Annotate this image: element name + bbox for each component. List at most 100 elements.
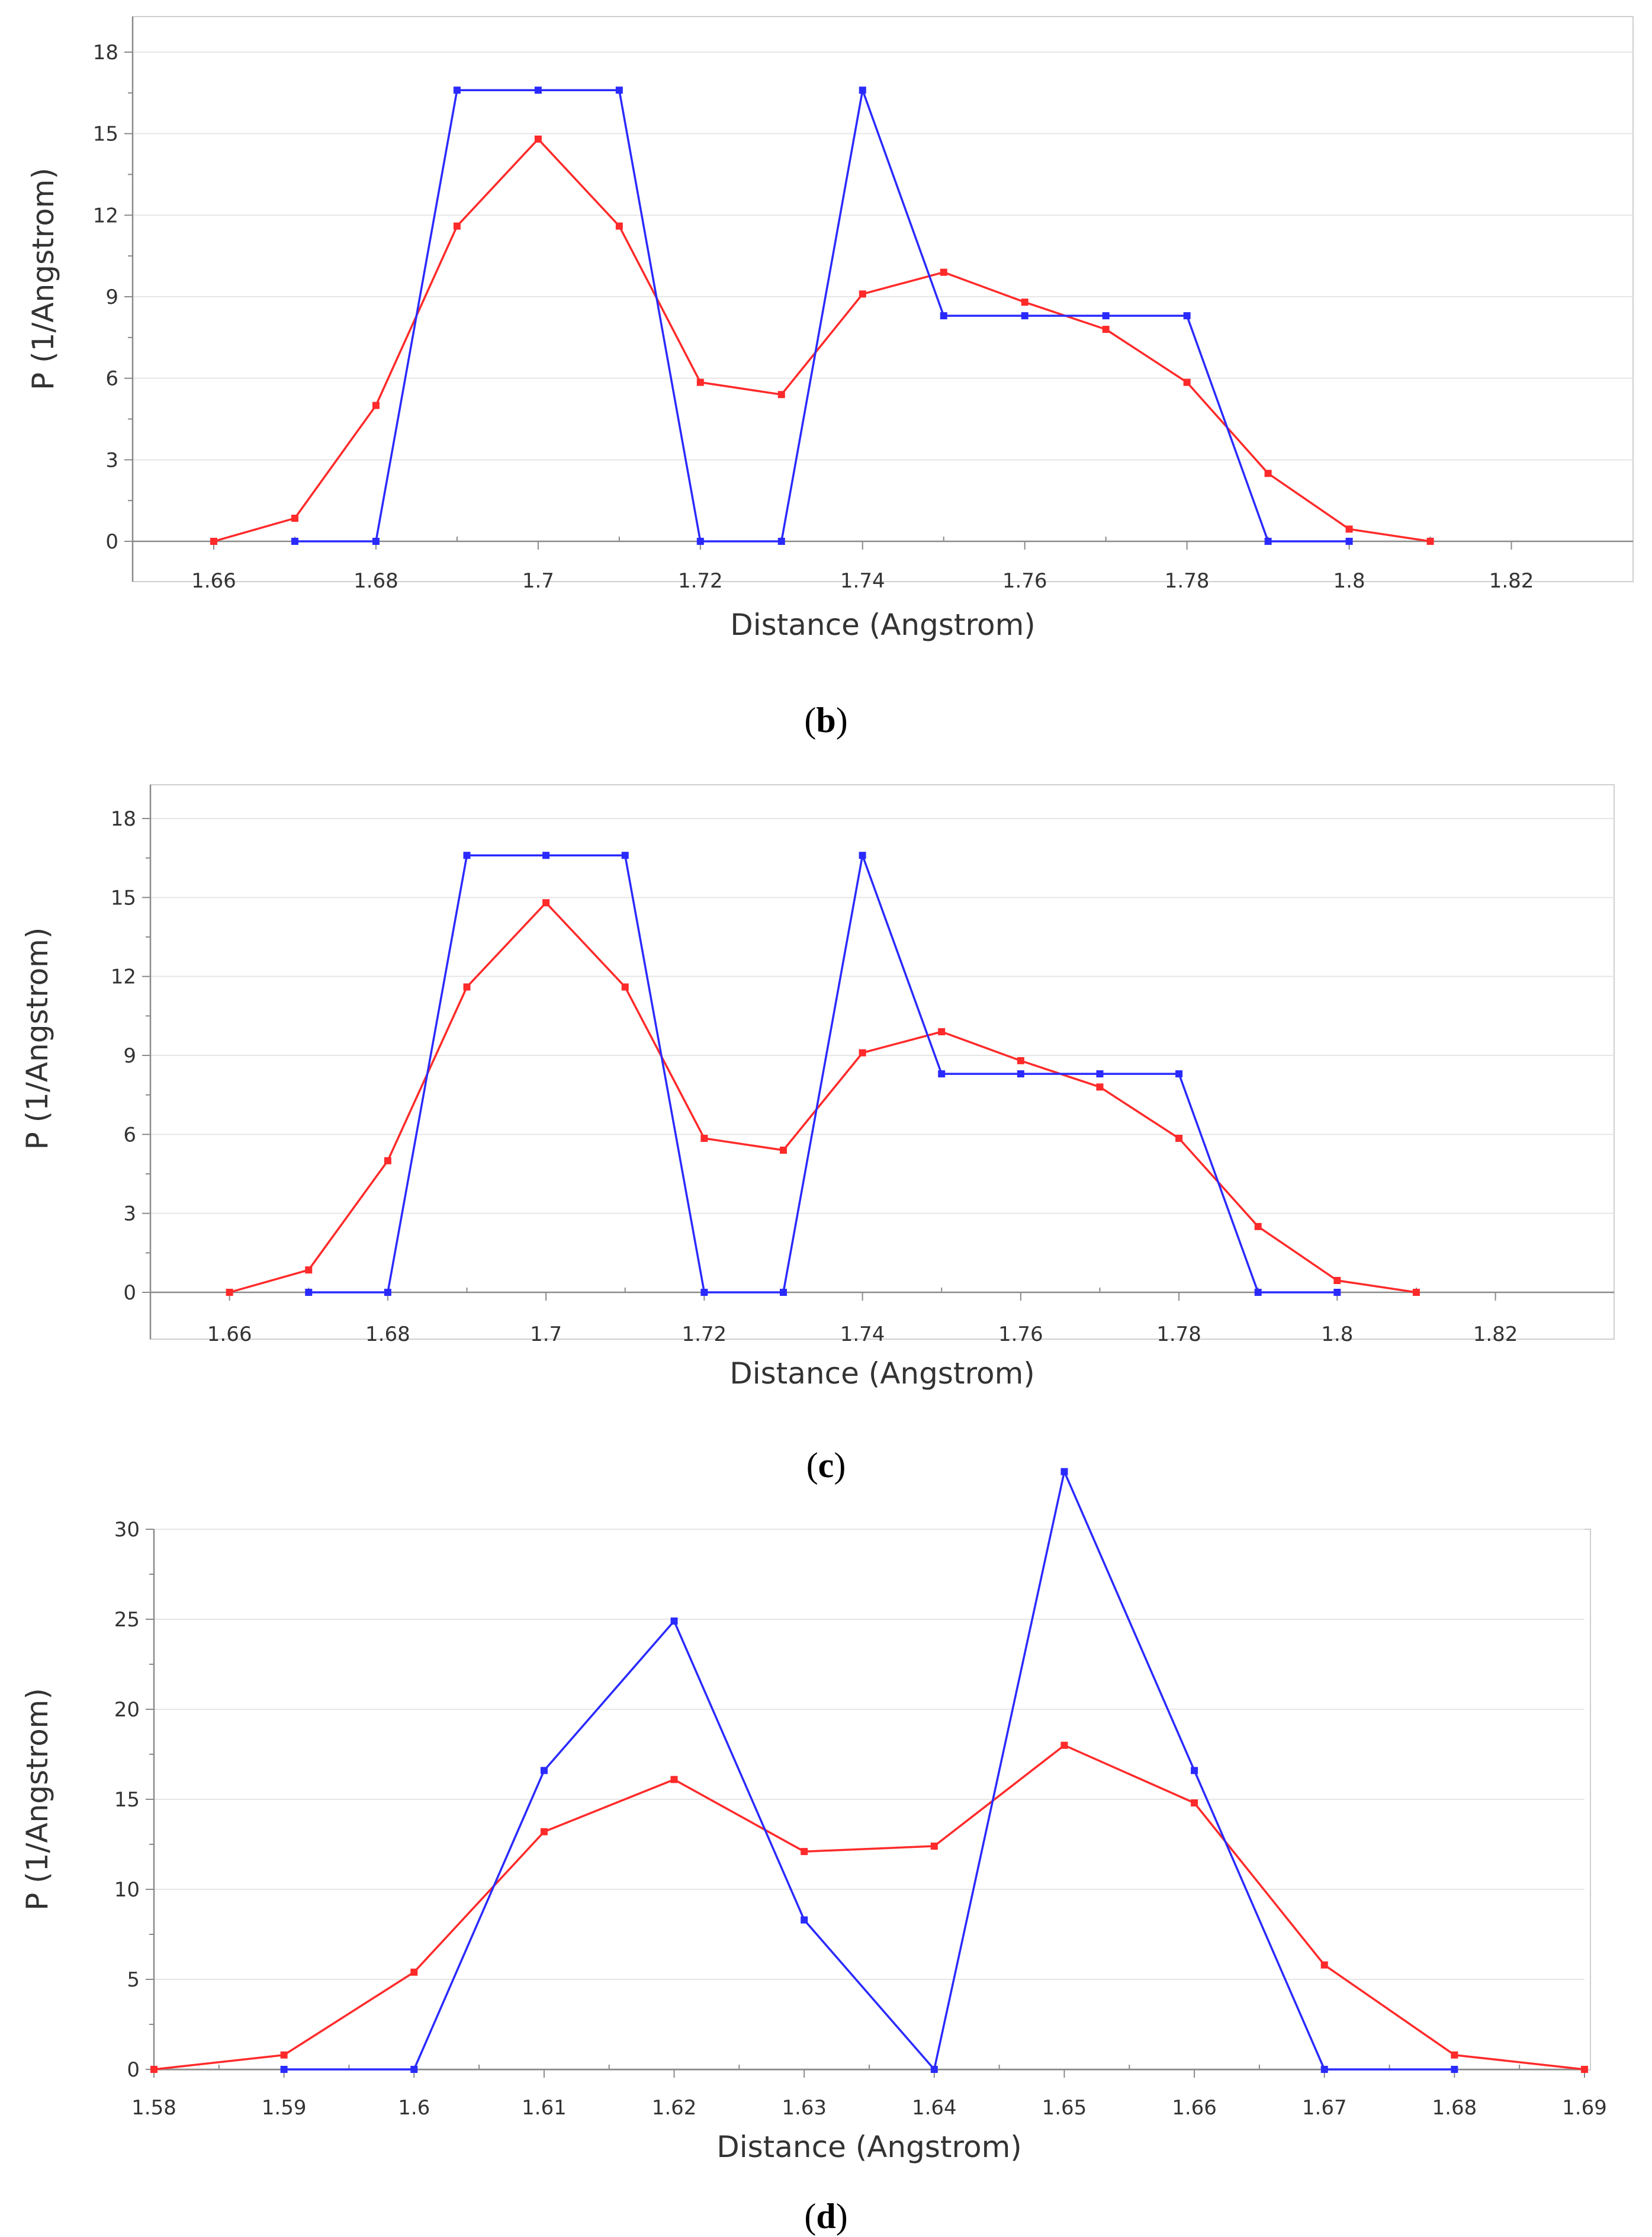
red-series-point	[859, 290, 866, 298]
red-series-point	[1451, 2051, 1458, 2059]
x-tick-label: 1.7	[530, 1323, 562, 1346]
x-tick-label: 1.68	[353, 569, 398, 593]
x-tick-label: 1.65	[1042, 2096, 1087, 2120]
red-series-point	[410, 1968, 418, 1976]
red-series-point	[777, 391, 785, 399]
blue-series-line	[294, 89, 1349, 543]
y-tick-labels: 0 3 6 9 12 15 18	[93, 41, 118, 554]
y-tick-label: 18	[93, 41, 118, 65]
y-tick-label: 18	[111, 807, 136, 831]
blue-series-point	[615, 86, 623, 94]
x-tick-label: 1.8	[1321, 1323, 1353, 1346]
red-series-point	[615, 222, 623, 230]
blue-series-point	[1451, 2066, 1458, 2073]
series	[226, 852, 1420, 1296]
blue-series-point	[1017, 1070, 1024, 1078]
y-tick-label: 0	[105, 530, 118, 554]
red-series-point	[1426, 538, 1434, 545]
x-tick-label: 1.64	[912, 2096, 957, 2120]
blue-series-point	[534, 86, 542, 94]
x-tick-label: 1.82	[1489, 569, 1534, 593]
red-series-point	[1264, 470, 1272, 477]
y-tick-label: 0	[123, 1281, 136, 1305]
y-tick-label: 15	[114, 1788, 140, 1812]
red-series-point	[930, 1843, 938, 1850]
panel-caption: (c)	[806, 1446, 846, 1485]
red-series-point	[1102, 326, 1110, 333]
red-series-point	[372, 402, 380, 409]
x-tick-label: 1.66	[207, 1323, 252, 1346]
red-series-point	[700, 1135, 708, 1142]
red-series-point	[1021, 299, 1029, 306]
x-tick-labels: 1.58 1.59 1.6 1.61 1.62 1.63 1.64 1.65 1.66 1.67 1…	[131, 2096, 1607, 2120]
x-tick-label: 1.6	[398, 2096, 430, 2120]
blue-series-point	[940, 312, 947, 320]
red-series-point	[384, 1157, 391, 1164]
blue-series-point	[1060, 1468, 1068, 1475]
x-tick-label: 1.74	[840, 569, 885, 593]
red-series-point	[453, 222, 461, 230]
red-series-point	[1183, 378, 1191, 386]
y-tick-labels: 0 3 6 9 12 15 18	[111, 807, 136, 1305]
blue-series-point	[372, 538, 380, 545]
y-tick-label: 3	[123, 1202, 136, 1226]
x-tick-label: 1.66	[191, 569, 236, 593]
red-series-point	[305, 1266, 313, 1274]
plot-area	[132, 16, 1634, 582]
red-series-point	[1191, 1799, 1198, 1807]
x-tick-labels: 1.66 1.68 1.7 1.72 1.74 1.76 1.78 1.8 1.82	[191, 569, 1534, 593]
x-axis-title: Distance (Angstrom)	[716, 2130, 1022, 2164]
red-series-point	[1412, 1289, 1420, 1296]
y-tick-label: 5	[127, 1968, 140, 1992]
x-tick-label: 1.68	[1432, 2096, 1477, 2120]
x-tick-label: 1.78	[1165, 569, 1210, 593]
red-series-point	[542, 899, 550, 907]
red-series-point	[1017, 1057, 1024, 1064]
y-axis-title: P (1/Angstrom)	[20, 927, 54, 1150]
y-tick-label: 10	[114, 1878, 140, 1902]
blue-series-point	[1333, 1289, 1341, 1296]
y-tick-label: 6	[123, 1123, 136, 1147]
y-tick-label: 9	[105, 285, 118, 309]
blue-series-point	[1191, 1767, 1198, 1774]
x-tick-label: 1.72	[682, 1323, 727, 1346]
blue-series-point	[777, 538, 785, 545]
blue-series-point	[621, 852, 629, 859]
red-series-point	[670, 1776, 678, 1783]
y-tick-label: 30	[114, 1518, 140, 1542]
x-tick-label: 1.7	[522, 569, 554, 593]
x-axis-title: Distance (Angstrom)	[729, 1356, 1035, 1391]
red-series-line	[153, 1744, 1585, 2071]
plot-area	[150, 784, 1615, 1340]
panel-caption-letter: d	[816, 2197, 835, 2236]
x-tick-label: 1.68	[365, 1323, 410, 1346]
panel-caption-letter: c	[818, 1446, 834, 1485]
blue-series-point	[410, 2066, 418, 2073]
blue-series-point	[1175, 1070, 1183, 1078]
y-tick-labels: 0 5 10 15 20 25 30	[114, 1518, 140, 2082]
blue-series-point	[280, 2066, 288, 2073]
blue-series-point	[859, 852, 866, 859]
red-series-point	[463, 983, 471, 991]
red-series-point	[1060, 1741, 1068, 1749]
series	[210, 86, 1434, 545]
x-tick-label: 1.76	[1002, 569, 1047, 593]
y-tick-label: 12	[111, 965, 136, 989]
blue-series-point	[1021, 312, 1029, 320]
red-series-point	[280, 2051, 288, 2059]
red-series-point	[540, 1828, 548, 1835]
red-series-point	[779, 1147, 787, 1154]
blue-series-point	[696, 538, 704, 545]
red-series-point	[696, 378, 704, 386]
blue-series-point	[540, 1767, 548, 1774]
blue-series-point	[305, 1289, 313, 1296]
blue-series-point	[1102, 312, 1110, 320]
red-series-point	[291, 514, 298, 522]
x-tick-label: 1.59	[262, 2096, 307, 2120]
red-series-point	[1096, 1083, 1104, 1091]
gridlines	[133, 52, 1633, 461]
x-tick-labels: 1.66 1.68 1.7 1.72 1.74 1.76 1.78 1.8 1.82	[207, 1323, 1518, 1346]
